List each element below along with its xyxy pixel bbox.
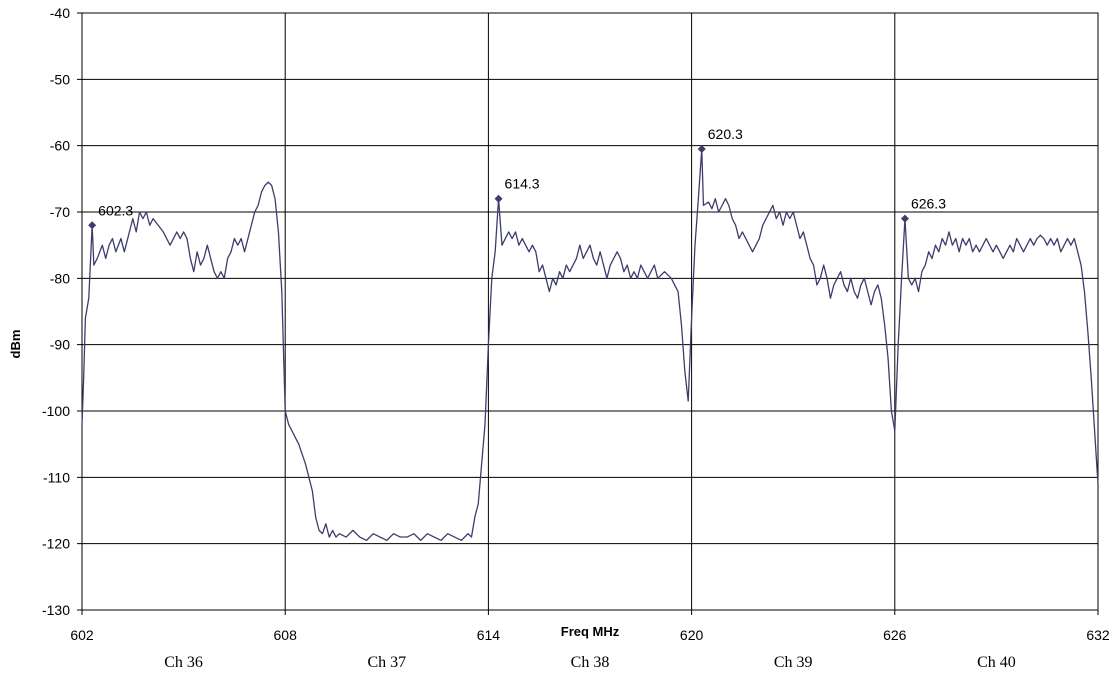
peak-label: 620.3	[708, 126, 743, 142]
x-tick-label: 608	[274, 627, 298, 643]
x-axis-label: Freq MHz	[561, 624, 620, 639]
y-tick-label: -120	[42, 536, 70, 552]
markers-group: 602.3 614.3 620.3 626.3	[88, 126, 946, 230]
channel-label: Ch 36	[164, 654, 203, 671]
y-tick-label: -50	[50, 71, 70, 87]
y-tick-label: -90	[50, 337, 70, 353]
y-axis-label: dBm	[8, 330, 23, 359]
channel-labels: Ch 36 Ch 37 Ch 38 Ch 39 Ch 40	[164, 654, 1015, 671]
x-tick-label: 614	[477, 627, 501, 643]
peak-label: 626.3	[911, 196, 946, 212]
y-tick-label: -110	[43, 469, 70, 485]
x-tick-label: 632	[1086, 627, 1110, 643]
peak-marker	[494, 194, 503, 203]
y-tick-labels: -40 -50 -60 -70 -80 -90 -100 -110 -120 -130	[42, 5, 70, 618]
channel-label: Ch 37	[367, 654, 406, 671]
series-line	[81, 148, 1099, 541]
peak-label: 602.3	[98, 202, 133, 218]
y-tick-label: -80	[50, 270, 70, 286]
peak-label: 614.3	[505, 176, 540, 192]
grid	[77, 12, 1099, 615]
y-tick-label: -70	[50, 204, 70, 220]
channel-label: Ch 38	[571, 654, 610, 671]
x-tick-label: 602	[70, 627, 94, 643]
x-tick-label: 626	[883, 627, 907, 643]
series-group	[81, 148, 1099, 541]
y-tick-label: -40	[50, 5, 70, 21]
y-tick-label: -130	[42, 602, 70, 618]
y-tick-label: -60	[50, 138, 70, 154]
channel-label: Ch 39	[774, 654, 813, 671]
peak-marker	[900, 214, 909, 223]
plot-frame	[81, 12, 1099, 611]
y-tick-label: -100	[42, 403, 70, 419]
channel-label: Ch 40	[977, 654, 1016, 671]
peak-marker	[697, 144, 706, 153]
x-tick-label: 620	[680, 627, 704, 643]
x-tick-labels: 602 608 614 620 626 632	[70, 627, 1110, 643]
peak-marker	[88, 221, 97, 230]
